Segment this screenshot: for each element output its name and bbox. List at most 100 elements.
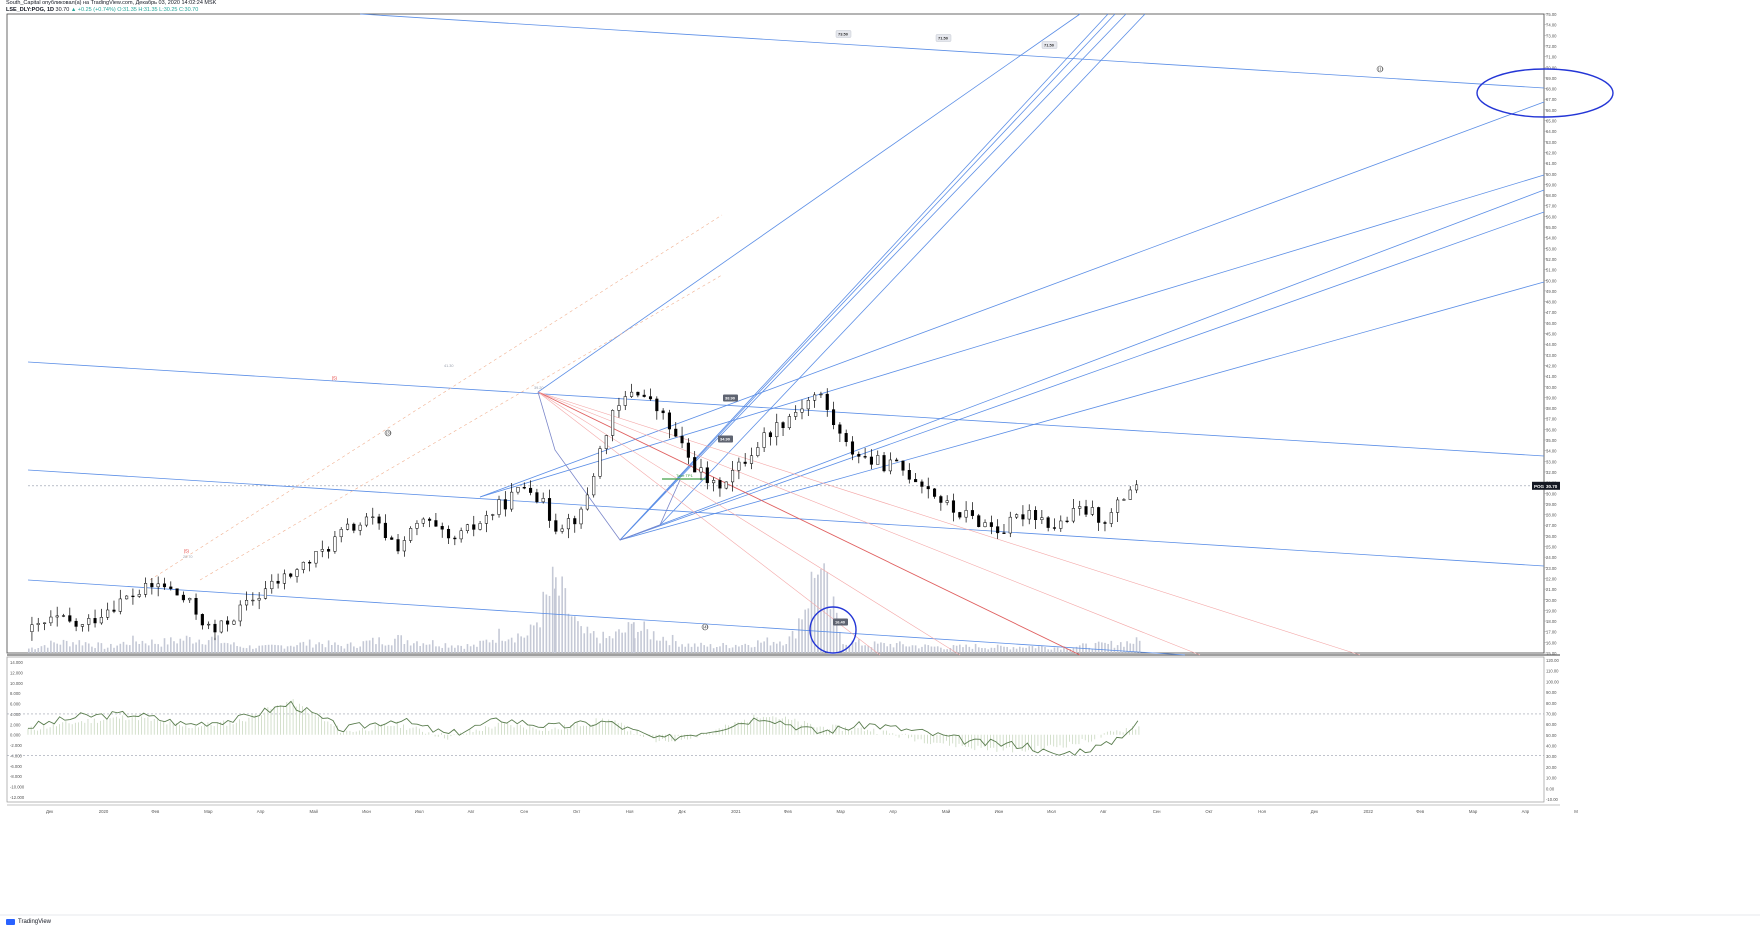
osc-right-tick-label: 100.00 [1546,679,1559,684]
candle-body [226,620,230,625]
price-axis: 75.00 74.00 73.00 72.00 71.00 70.00 69.00 68.00… [28,12,1560,656]
candle-body [188,598,192,601]
candle-body [169,586,173,589]
volume-bar [252,648,254,653]
volume-bar [299,642,302,653]
candle-body [1128,489,1132,500]
volume-bar [536,622,538,653]
candle-body [282,573,286,584]
candle-body [428,518,432,521]
volume-bar [476,646,478,653]
volume-bar [62,639,65,653]
volume-bar [356,647,358,653]
volume-bar [157,644,159,653]
candle-body [68,615,72,622]
candle-body [989,522,993,527]
volume-bar [400,635,403,653]
candle-body [901,460,905,471]
volume-bar [621,632,623,653]
price-badge-label: 38.90 [725,396,736,401]
volume-bar [103,648,106,653]
volume-bar [346,643,349,653]
candle-body [213,623,217,633]
volume-bar [409,645,412,653]
time-tick-label: Фев [151,809,160,814]
osc-left-tick-label: 10.000 [10,681,23,686]
price-badge [835,30,852,38]
volume-bar [321,643,324,653]
volume-bar [31,647,33,653]
volume-bar [450,645,453,653]
volume-bar [141,640,144,653]
candle-body [383,522,387,538]
volume-bar [173,641,175,653]
candle-body [244,600,249,606]
volume-bar [132,635,134,653]
price-tick-label: 56.00 [1546,214,1557,219]
volume-bar [34,649,36,653]
volume-bar [987,649,990,653]
volume-bar [507,639,510,653]
candle-body [194,598,198,615]
volume-bar [1037,646,1040,653]
candle-body [1116,499,1120,513]
osc-left-tick-label: -2.000 [10,743,23,748]
volume-bar [624,632,627,653]
price-tick-label: 21.00 [1546,587,1557,592]
price-tick-label: 32.00 [1546,470,1557,475]
volume-bar [523,637,526,653]
volume-bar [457,645,459,653]
volume-bar [876,643,879,653]
candle-body [958,512,962,518]
oscillator-left-axis: 14.000 12.000 10.000 8.000 6.000 4.000 2.000 0.… [10,660,25,800]
volume-bar [75,644,77,653]
trend-line [659,13,1146,526]
price-tick-label: 35.00 [1546,438,1557,443]
osc-line [27,700,1139,756]
time-tick-label: Апр [257,809,265,814]
volume-bar [668,645,671,653]
volume-bar [681,644,683,653]
candle-body [667,412,671,430]
volume-bar [697,646,699,653]
candle-body [743,461,747,464]
volume-bar [53,642,55,653]
volume-bar [128,645,131,653]
trend-line [619,281,1545,541]
time-tick-label: Ноя [1258,809,1266,814]
trend-line [27,579,1186,656]
volume-bar [741,645,743,653]
trend-line [619,211,1545,541]
candle-body [895,459,899,462]
candle-body [1071,508,1075,522]
candle-body [1078,506,1082,509]
volume-bar [709,644,712,653]
volume-bar [652,631,655,653]
osc-right-tick-label: 0.00 [1546,786,1555,791]
volume-bar [842,644,844,653]
volume-bar [529,624,532,653]
price-tick-label: 34.00 [1546,449,1557,454]
fib-fan-line [537,391,1081,656]
price-change: ▲ +0.25 (+0.74%) [70,6,116,13]
volume-bar [738,646,740,653]
last-price-tag [1532,481,1560,490]
volume-bar [643,621,646,653]
volume-bar [990,647,993,653]
time-tick-label: Июл [415,809,424,814]
volume-bar [198,639,201,653]
volume-bar [826,571,829,653]
volume-bar [753,646,756,653]
volume-bar [608,636,611,653]
price-tick-label: 71.00 [1546,55,1557,60]
candle-body [731,470,735,483]
volume-bar [498,628,500,653]
volume-bar [1119,642,1122,653]
candle-body [680,435,684,444]
candle-body [1002,532,1006,534]
volume-bar [965,644,967,653]
highlight-circle-support [809,606,857,654]
volume-bar [469,646,472,653]
candle-body [1084,506,1088,515]
